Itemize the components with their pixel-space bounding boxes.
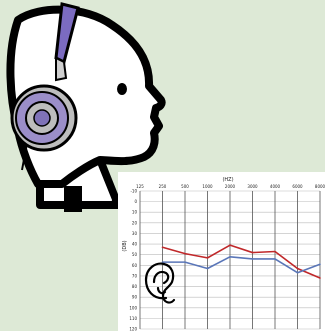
ear-icon: [144, 262, 176, 304]
x-tick-label: 125: [136, 184, 144, 189]
y-tick-label: 110: [129, 316, 137, 321]
series-line-1: [162, 244, 321, 279]
series-point: [319, 263, 321, 266]
y-tick-label: 60: [132, 263, 138, 268]
y-tick-label: 20: [132, 220, 138, 225]
x-tick-label: 8000: [315, 184, 325, 189]
audiogram-panel: [118, 172, 325, 331]
x-tick-label: 500: [181, 184, 189, 189]
series-point: [296, 267, 299, 270]
x-tick-label: 2000: [225, 184, 236, 189]
headphones-icon: [10, 2, 80, 171]
series-point: [229, 244, 231, 246]
series-point: [274, 258, 276, 260]
head-group: [6, 2, 166, 212]
x-tick-label: 250: [159, 184, 167, 189]
eye-icon: [117, 83, 127, 95]
y-tick-label: -10: [130, 189, 137, 194]
y-tick-label: 90: [132, 295, 138, 300]
series-point: [184, 261, 186, 263]
series-point: [274, 250, 276, 253]
y-tick-label: 30: [132, 231, 138, 236]
y-tick-label: 100: [129, 305, 137, 310]
x-tick-label: 1000: [202, 184, 213, 189]
x-tick-label: 4000: [270, 184, 281, 189]
y-tick-label: 80: [132, 284, 138, 289]
series-point: [206, 267, 209, 270]
series-point: [206, 257, 209, 259]
series-point: [319, 277, 321, 279]
y-tick-label: 70: [132, 273, 138, 278]
y-tick-label: 10: [132, 210, 138, 215]
x-tick-label: 6000: [292, 184, 303, 189]
series-point: [161, 261, 164, 263]
series-line-2: [162, 256, 321, 274]
y-tick-label: 0: [134, 199, 137, 204]
audiogram-series: [161, 244, 321, 279]
neck-base-block: [64, 186, 82, 212]
headband-slider: [55, 56, 68, 82]
x-unit-label: (HZ): [222, 177, 233, 183]
series-point: [251, 258, 254, 260]
series-point: [229, 256, 231, 258]
series-point: [296, 271, 299, 274]
ear-cup-center: [33, 109, 51, 127]
series-point: [251, 251, 254, 254]
audiogram: (HZ) (DB) -10 0 10 20 30 40 50 60 70 80 90 100 110 12…: [118, 172, 325, 331]
y-tick-label: 120: [129, 327, 137, 331]
x-tick-label: 3000: [247, 184, 258, 189]
series-point: [161, 246, 164, 249]
y-tick-label: 40: [132, 242, 138, 247]
audiogram-ticks: -10 0 10 20 30 40 50 60 70 80 90 100 110 120 125 250 500…: [129, 184, 325, 331]
y-tick-label: 50: [132, 252, 138, 257]
y-unit-label: (DB): [122, 240, 128, 251]
audiogram-grid: [139, 190, 321, 330]
series-point: [184, 252, 186, 255]
